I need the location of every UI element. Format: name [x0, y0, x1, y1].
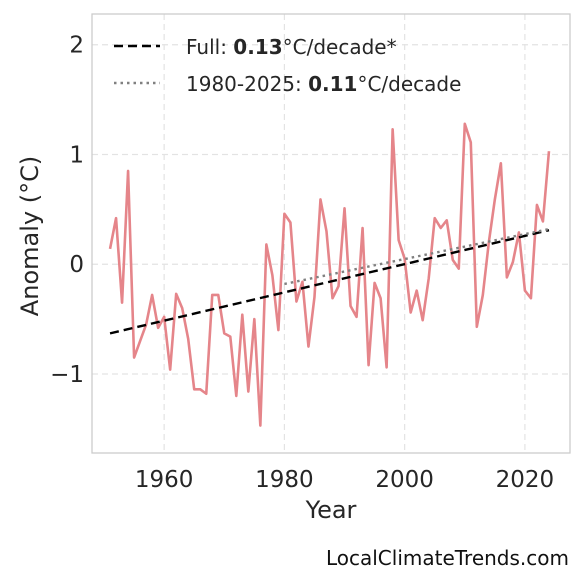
anomaly-series-line	[108, 122, 551, 427]
legend-recent-label: 1980-2025:	[186, 72, 308, 96]
y-axis-label: Anomaly (°C)	[16, 156, 44, 316]
legend-full-label: Full:	[186, 35, 233, 59]
series-layer	[108, 122, 551, 427]
recent-trend-line	[284, 227, 550, 286]
credit-text: LocalClimateTrends.com	[325, 546, 569, 570]
legend-recent-unit: °C/decade	[357, 72, 461, 96]
y-tick-label: −1	[50, 362, 84, 388]
trend-layer	[109, 227, 550, 335]
x-axis-label: Year	[305, 496, 357, 524]
legend-full-value: 0.13	[233, 35, 282, 59]
legend-recent-entry: 1980-2025: 0.11°C/decade	[186, 72, 461, 96]
y-tick-label: 1	[69, 142, 84, 168]
legend-recent-value: 0.11	[308, 72, 357, 96]
plot-frame	[91, 13, 571, 454]
legend: Full: 0.13°C/decade* 1980-2025: 0.11°C/d…	[114, 35, 461, 96]
y-tick-label: 2	[69, 33, 84, 59]
legend-full-entry: Full: 0.13°C/decade*	[186, 35, 397, 59]
x-tick-label: 2020	[496, 467, 555, 493]
legend-full-unit: °C/decade*	[283, 35, 397, 59]
y-tick-label: 0	[69, 252, 84, 278]
x-tick-label: 2000	[375, 467, 434, 493]
grid	[92, 14, 570, 453]
x-tick-label: 1960	[135, 467, 194, 493]
x-tick-label: 1980	[255, 467, 314, 493]
tick-labels: 1960 1980 2000 2020 −1 0 1 2	[50, 33, 554, 493]
full-trend-line	[109, 229, 550, 335]
